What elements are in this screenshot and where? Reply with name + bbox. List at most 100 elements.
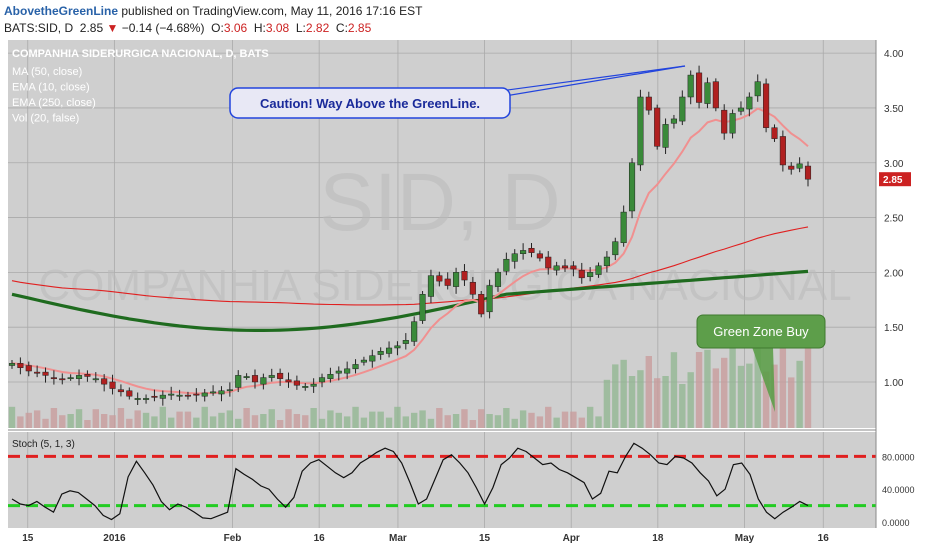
candle[interactable] [184,394,192,397]
candle[interactable] [243,376,250,378]
candle[interactable] [386,347,393,354]
candle[interactable] [377,351,384,355]
candle[interactable] [327,374,334,379]
candle[interactable] [193,393,200,396]
candle[interactable] [578,269,585,279]
green-zone-callout[interactable] [696,314,826,349]
candle[interactable] [729,113,736,134]
candle[interactable] [520,250,527,254]
candle[interactable] [176,394,183,397]
candle[interactable] [737,107,745,112]
candle[interactable] [763,83,770,128]
candle[interactable] [771,127,778,139]
candle[interactable] [369,355,376,362]
candle[interactable] [687,74,694,98]
candle[interactable] [570,265,577,270]
candle[interactable] [461,271,468,281]
candle[interactable] [67,377,74,380]
candle[interactable] [511,253,518,262]
candle[interactable] [84,374,91,377]
candle[interactable] [721,109,728,134]
candle[interactable] [788,165,795,170]
candle[interactable] [804,165,812,180]
candle[interactable] [704,82,711,104]
candle[interactable] [503,258,510,272]
candle[interactable] [352,364,359,370]
candle[interactable] [536,253,543,259]
candle[interactable] [50,377,57,380]
candle[interactable] [285,379,292,383]
candle[interactable] [277,372,284,379]
candle[interactable] [143,398,150,400]
candle[interactable] [293,380,300,386]
candle[interactable] [587,272,594,277]
candle[interactable] [126,390,133,397]
candle[interactable] [75,375,83,379]
candle[interactable] [494,272,502,287]
candle[interactable] [696,72,703,103]
candle[interactable] [620,211,627,244]
candle[interactable] [637,96,644,166]
candle[interactable] [302,386,309,388]
candle[interactable] [251,375,259,383]
candle[interactable] [17,363,24,368]
candle[interactable] [59,378,66,381]
candle[interactable] [670,118,677,124]
candle[interactable] [402,340,409,344]
candle[interactable] [779,136,786,166]
candle[interactable] [645,96,652,111]
candle[interactable] [796,163,803,169]
candle[interactable] [318,377,326,383]
candle[interactable] [101,378,108,385]
candle[interactable] [394,345,401,349]
candle[interactable] [344,368,351,374]
candle[interactable] [436,275,443,282]
author-link[interactable]: AbovetheGreenLine [4,4,119,18]
candle[interactable] [226,389,233,392]
candle[interactable] [486,285,493,313]
candle[interactable] [628,162,636,212]
candle[interactable] [260,377,267,385]
candle[interactable] [603,256,610,267]
candle[interactable] [268,375,275,378]
candle[interactable] [444,278,451,286]
candle[interactable] [746,96,753,110]
candle[interactable] [34,371,41,374]
candle[interactable] [411,321,418,342]
caution-callout[interactable] [229,87,511,119]
candle[interactable] [419,294,426,321]
candle[interactable] [453,272,460,287]
candle[interactable] [42,371,49,376]
candle[interactable] [528,247,535,253]
candle[interactable] [654,107,661,147]
candle[interactable] [360,359,367,363]
candle[interactable] [427,275,434,297]
candle[interactable] [117,389,124,393]
candle[interactable] [561,265,569,269]
candle[interactable] [168,393,175,396]
candle[interactable] [612,241,619,256]
candle[interactable] [712,81,719,109]
candle[interactable] [754,81,761,97]
candle[interactable] [662,124,669,148]
candle[interactable] [595,265,602,275]
candle[interactable] [109,381,116,389]
candle[interactable] [679,96,686,122]
candle[interactable] [469,281,476,295]
candle[interactable] [159,394,166,399]
candle[interactable] [8,363,16,366]
candle[interactable] [478,294,485,315]
candle[interactable] [335,370,342,374]
candle[interactable] [218,390,225,395]
candle[interactable] [545,256,552,269]
candle[interactable] [210,391,217,394]
candle[interactable] [553,265,560,271]
candle[interactable] [151,395,158,398]
candle[interactable] [201,392,208,397]
candle[interactable] [235,375,242,388]
candle[interactable] [25,365,32,372]
candle[interactable] [92,378,99,381]
candle[interactable] [310,383,317,387]
candle[interactable] [134,398,141,400]
